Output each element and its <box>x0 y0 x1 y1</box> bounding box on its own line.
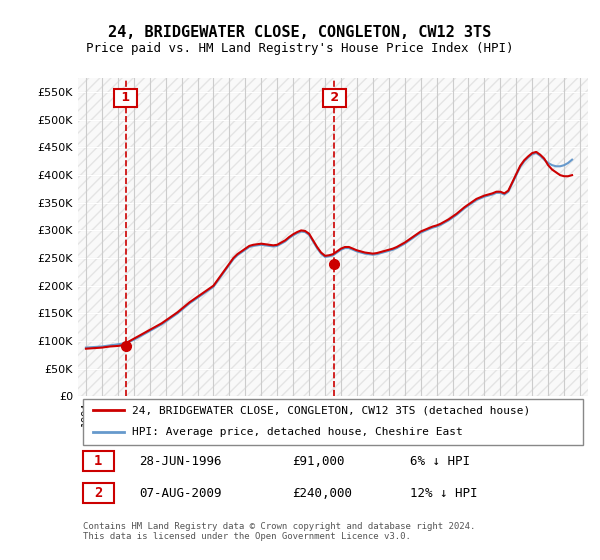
Text: Price paid vs. HM Land Registry's House Price Index (HPI): Price paid vs. HM Land Registry's House … <box>86 42 514 55</box>
FancyBboxPatch shape <box>83 483 114 503</box>
Text: 28-JUN-1996: 28-JUN-1996 <box>139 455 222 468</box>
Text: 12% ↓ HPI: 12% ↓ HPI <box>409 487 477 500</box>
FancyBboxPatch shape <box>83 451 114 471</box>
Text: 1: 1 <box>94 454 103 468</box>
Text: 1: 1 <box>117 91 134 104</box>
Text: 6% ↓ HPI: 6% ↓ HPI <box>409 455 470 468</box>
Text: 2: 2 <box>94 486 103 500</box>
Text: HPI: Average price, detached house, Cheshire East: HPI: Average price, detached house, Ches… <box>131 427 463 437</box>
Text: 2: 2 <box>326 91 343 104</box>
FancyBboxPatch shape <box>83 399 583 445</box>
Text: £91,000: £91,000 <box>292 455 344 468</box>
Text: 07-AUG-2009: 07-AUG-2009 <box>139 487 222 500</box>
Text: £240,000: £240,000 <box>292 487 352 500</box>
Text: 24, BRIDGEWATER CLOSE, CONGLETON, CW12 3TS: 24, BRIDGEWATER CLOSE, CONGLETON, CW12 3… <box>109 25 491 40</box>
Text: 24, BRIDGEWATER CLOSE, CONGLETON, CW12 3TS (detached house): 24, BRIDGEWATER CLOSE, CONGLETON, CW12 3… <box>131 405 530 416</box>
Text: Contains HM Land Registry data © Crown copyright and database right 2024.
This d: Contains HM Land Registry data © Crown c… <box>83 522 475 541</box>
